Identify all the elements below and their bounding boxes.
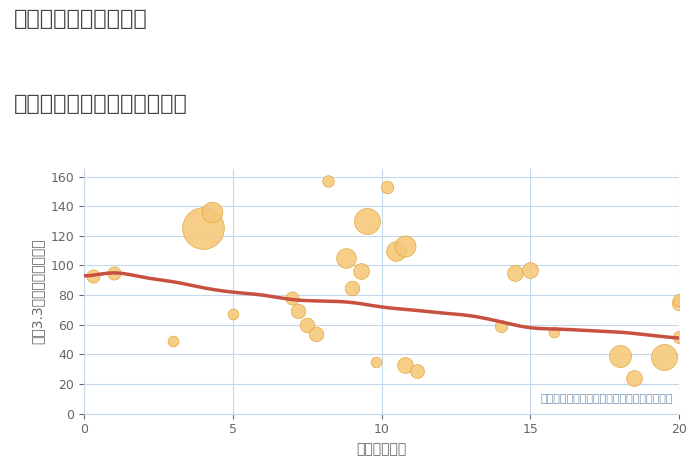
- Point: [108, 269, 119, 277]
- Point: [659, 353, 670, 361]
- Point: [391, 247, 402, 254]
- Point: [495, 322, 506, 330]
- Point: [287, 294, 298, 302]
- Point: [340, 254, 351, 262]
- Point: [510, 269, 521, 277]
- Point: [168, 337, 179, 345]
- Text: 円の大きさは、取引のあった物件面積を示す: 円の大きさは、取引のあった物件面積を示す: [540, 394, 673, 404]
- Point: [197, 225, 209, 232]
- Text: 駅距離別中古マンション価格: 駅距離別中古マンション価格: [14, 94, 188, 114]
- X-axis label: 駅距離（分）: 駅距離（分）: [356, 442, 407, 456]
- Point: [302, 321, 313, 329]
- Point: [370, 358, 381, 366]
- Point: [293, 308, 304, 315]
- Y-axis label: 坪（3.3㎡）単価（万円）: 坪（3.3㎡）単価（万円）: [31, 239, 45, 344]
- Text: 奈良県奈良市南中町の: 奈良県奈良市南中町の: [14, 9, 148, 30]
- Point: [382, 183, 393, 191]
- Point: [355, 267, 366, 275]
- Point: [673, 299, 685, 306]
- Point: [629, 374, 640, 382]
- Point: [322, 177, 333, 185]
- Point: [525, 266, 536, 274]
- Point: [400, 361, 411, 368]
- Point: [227, 311, 238, 318]
- Point: [614, 352, 625, 360]
- Point: [673, 296, 685, 303]
- Point: [206, 208, 218, 216]
- Point: [88, 272, 99, 280]
- Point: [400, 243, 411, 250]
- Point: [346, 284, 357, 291]
- Point: [412, 367, 423, 375]
- Point: [673, 333, 685, 340]
- Point: [361, 217, 372, 225]
- Point: [310, 330, 321, 337]
- Point: [549, 329, 560, 336]
